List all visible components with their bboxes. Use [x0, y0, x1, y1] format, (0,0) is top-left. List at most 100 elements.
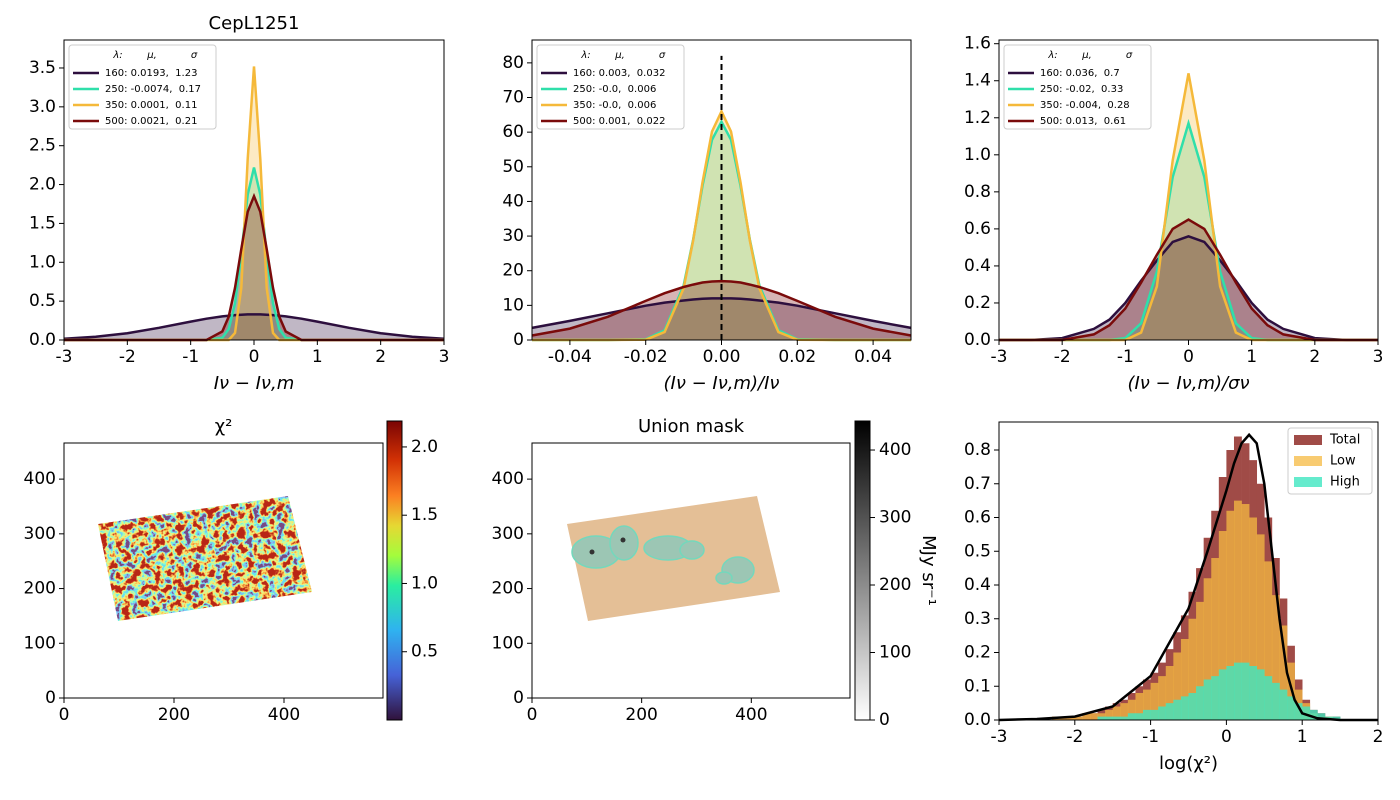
histogram-bar [1120, 703, 1129, 720]
legend-label: Total [1329, 433, 1360, 448]
legend-header: λ: [112, 50, 122, 61]
histogram-bar [1249, 517, 1258, 720]
curve [999, 234, 1378, 342]
histogram-bar [1226, 510, 1235, 720]
histogram-bar [1203, 578, 1212, 720]
x-tick-label: 0 [1221, 727, 1232, 747]
x-tick-label: 0.02 [778, 347, 816, 367]
histogram-bar [1097, 716, 1106, 720]
x-tick-label: -0.02 [624, 347, 668, 367]
y-tick-label: 100 [492, 633, 524, 653]
legend-label: 250: -0.0074, 0.17 [105, 84, 201, 95]
x-tick-label: 1 [312, 347, 323, 367]
colorbar-tick-label: 0 [879, 710, 890, 730]
y-tick-label: 300 [24, 524, 56, 544]
colorbar-tick-label: 1.0 [411, 573, 438, 593]
histogram-bar [1173, 652, 1182, 720]
area [64, 167, 444, 340]
histogram-bar [1196, 686, 1204, 720]
x-tick-label: 3 [1373, 347, 1384, 367]
histogram-bar [1188, 693, 1197, 720]
y-tick-label: 300 [492, 524, 524, 544]
legend-header: σ [659, 50, 666, 61]
legend-swatch [1294, 435, 1322, 445]
y-tick-label: 0.4 [964, 256, 991, 276]
legend-label: 160: 0.003, 0.032 [573, 68, 665, 79]
histogram-bar [1256, 534, 1265, 720]
colorbar-tick-label: 200 [879, 575, 911, 595]
y-tick-label: 0.8 [964, 182, 991, 202]
x-tick-label: -3 [991, 347, 1008, 367]
histogram-bar [1264, 676, 1273, 720]
y-tick-label: 2.5 [29, 136, 56, 156]
histogram-bar [1203, 679, 1212, 720]
histogram-bar [1309, 709, 1318, 720]
histogram-bar [1332, 716, 1341, 720]
histogram-bar [1135, 713, 1144, 720]
legend-label: 160: 0.0193, 1.23 [105, 68, 197, 79]
y-tick-label: 20 [502, 261, 524, 281]
y-tick-label: 0.5 [29, 291, 56, 311]
x-tick-label: 2 [1373, 727, 1384, 747]
histogram-bar [1317, 713, 1326, 720]
histogram-bar [1294, 703, 1303, 720]
histogram-bar [1180, 639, 1189, 720]
y-tick-label: 0.2 [964, 643, 991, 663]
colorbar-tick-label: 2.0 [411, 437, 438, 457]
legend-header: λ: [1047, 50, 1057, 61]
histogram-bar [1226, 666, 1235, 720]
legend-header: λ: [580, 50, 590, 61]
legend-label: 250: -0.02, 0.33 [1040, 84, 1123, 95]
histogram-bar [1241, 504, 1250, 720]
legend-label: High [1330, 475, 1360, 490]
y-tick-label: 1.0 [964, 145, 991, 165]
mask-image [567, 496, 780, 621]
legend-label: 160: 0.036, 0.7 [1040, 68, 1120, 79]
legend-header: μ, [146, 50, 157, 61]
legend-label: 350: 0.0001, 0.11 [105, 100, 197, 111]
axes-frame [63, 442, 384, 699]
histogram-bar [1218, 669, 1227, 720]
legend-header: σ [191, 50, 198, 61]
legend-box [1003, 44, 1152, 130]
model-line [998, 432, 1378, 722]
chart-title: χ² [215, 416, 233, 437]
x-tick-label: 200 [625, 705, 657, 725]
histogram-bar [1150, 709, 1159, 720]
legend-label: 500: 0.001, 0.022 [573, 116, 665, 127]
histogram-bar [1233, 662, 1242, 720]
histogram-bar [1105, 709, 1113, 720]
histogram-bar [1211, 558, 1220, 720]
x-tick-label: 200 [158, 705, 190, 725]
legend-label: Low [1330, 454, 1356, 469]
x-tick-label: -0.04 [548, 347, 592, 367]
y-tick-label: 0.4 [964, 575, 991, 595]
histogram-bar [1127, 699, 1136, 720]
legend-swatch [1294, 477, 1322, 487]
area [64, 314, 444, 340]
histogram-bar [1188, 618, 1197, 720]
y-tick-label: 0.8 [964, 440, 991, 460]
y-tick-label: 2.0 [29, 175, 56, 195]
y-tick-label: 3.5 [29, 58, 56, 78]
legend-label: 500: 0.0021, 0.21 [105, 116, 197, 127]
y-tick-label: 0 [45, 688, 56, 708]
y-tick-label: 1.6 [964, 34, 991, 54]
histogram-bar [1120, 716, 1129, 720]
y-tick-label: 0.0 [964, 710, 991, 730]
y-tick-label: 60 [502, 122, 524, 142]
x-axis-label: Iν − Iν,m [214, 373, 295, 394]
chart-title: Union mask [638, 416, 745, 437]
area [999, 219, 1378, 340]
y-tick-label: 3.0 [29, 97, 56, 117]
legend-label: 350: -0.004, 0.28 [1040, 100, 1130, 111]
legend-swatch [1294, 456, 1322, 466]
y-tick-label: 100 [24, 633, 56, 653]
y-tick-label: 0.1 [964, 676, 991, 696]
x-tick-label: 400 [268, 705, 300, 725]
histogram-bar [1279, 689, 1288, 720]
histogram-bar [1241, 662, 1250, 720]
chi2-image [98, 496, 312, 621]
legend-label: 350: -0.0, 0.006 [573, 100, 656, 111]
